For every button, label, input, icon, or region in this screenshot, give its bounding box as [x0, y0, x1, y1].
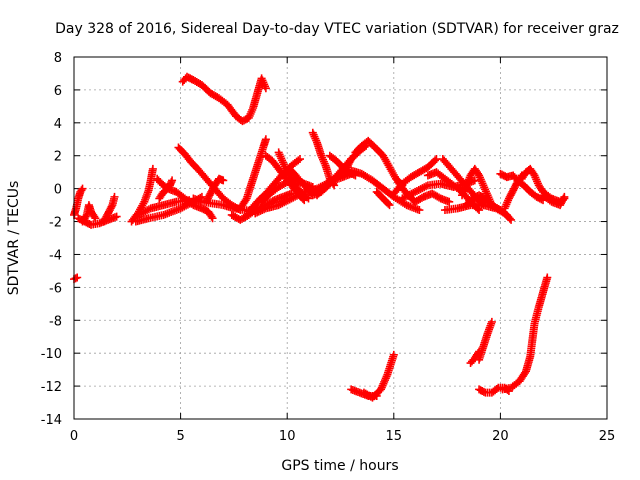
plot-frame [73, 56, 608, 420]
x-tick-label: 20 [492, 429, 509, 444]
x-tick-label: 25 [599, 429, 616, 444]
series-arc-14 [202, 174, 228, 206]
data-point [295, 155, 304, 164]
x-tick-labels: 0 5 10 15 20 25 [70, 429, 615, 444]
data-point [91, 214, 100, 223]
chart-title: Day 328 of 2016, Sidereal Day-to-day VTE… [55, 21, 619, 37]
series-arc-38 [475, 317, 496, 364]
y-tick-label: -14 [41, 413, 62, 428]
data-point [415, 206, 424, 215]
data-point [219, 176, 228, 185]
y-tick-label: 4 [54, 117, 62, 132]
y-tick-label: -6 [49, 281, 62, 296]
data-point [168, 176, 177, 185]
data-point [470, 176, 479, 185]
series-arc-26 [336, 166, 424, 215]
data-point [110, 192, 119, 201]
series-arc-44 [539, 191, 569, 210]
series-arc-12 [178, 72, 270, 126]
x-tick-label: 10 [279, 429, 296, 444]
y-tick-label: -4 [49, 248, 62, 263]
data-point [385, 201, 394, 210]
data-point [208, 214, 217, 223]
data-point [445, 197, 454, 206]
data-point [261, 84, 270, 93]
series-arc-5 [99, 192, 119, 226]
data-point [505, 214, 514, 223]
data-point [384, 199, 393, 208]
data-points [70, 72, 569, 402]
data-point [372, 391, 381, 400]
x-tick-label: 5 [176, 429, 184, 444]
data-point [78, 184, 87, 193]
series-arc-6 [127, 164, 157, 226]
series-arc-20 [261, 151, 309, 205]
x-tick-label: 15 [386, 429, 403, 444]
y-tick-label: 0 [54, 183, 62, 198]
data-point [560, 192, 569, 201]
data-point [543, 273, 552, 282]
series-arc-16 [236, 135, 270, 213]
series-arc-28 [372, 187, 394, 210]
data-point [502, 210, 511, 219]
y-tick-label: 6 [54, 84, 62, 99]
y-tick-label: -2 [49, 216, 62, 231]
data-point [330, 181, 339, 190]
data-point [507, 215, 516, 224]
data-point [112, 212, 121, 221]
x-tick-label: 0 [70, 429, 78, 444]
data-point [148, 164, 157, 173]
data-point [487, 317, 496, 326]
y-tick-label: 8 [54, 51, 62, 66]
data-point [261, 135, 270, 144]
data-point [389, 350, 398, 359]
series-arc-4 [78, 201, 100, 226]
y-axis-title: SDTVAR / TECUs [6, 181, 22, 296]
series-arc-21 [274, 148, 313, 203]
data-point [308, 182, 317, 191]
series-arc-10 [153, 174, 217, 223]
y-tick-label: -10 [41, 347, 62, 362]
series-arc-41 [496, 169, 548, 205]
series-arc-40 [498, 273, 552, 394]
data-point [432, 155, 441, 164]
series-arc-36 [462, 191, 511, 219]
y-tick-label: 2 [54, 150, 62, 165]
series-arc-46 [347, 385, 381, 400]
series-arc-2 [70, 273, 82, 284]
x-axis-title: GPS time / hours [281, 458, 398, 474]
y-tick-label: -12 [41, 380, 62, 395]
y-tick-label: -8 [49, 314, 62, 329]
y-tick-labels: -14 -12 -10 -8 -6 -4 -2 0 2 4 6 8 [41, 51, 62, 428]
data-point [73, 273, 82, 282]
data-point [304, 194, 313, 203]
